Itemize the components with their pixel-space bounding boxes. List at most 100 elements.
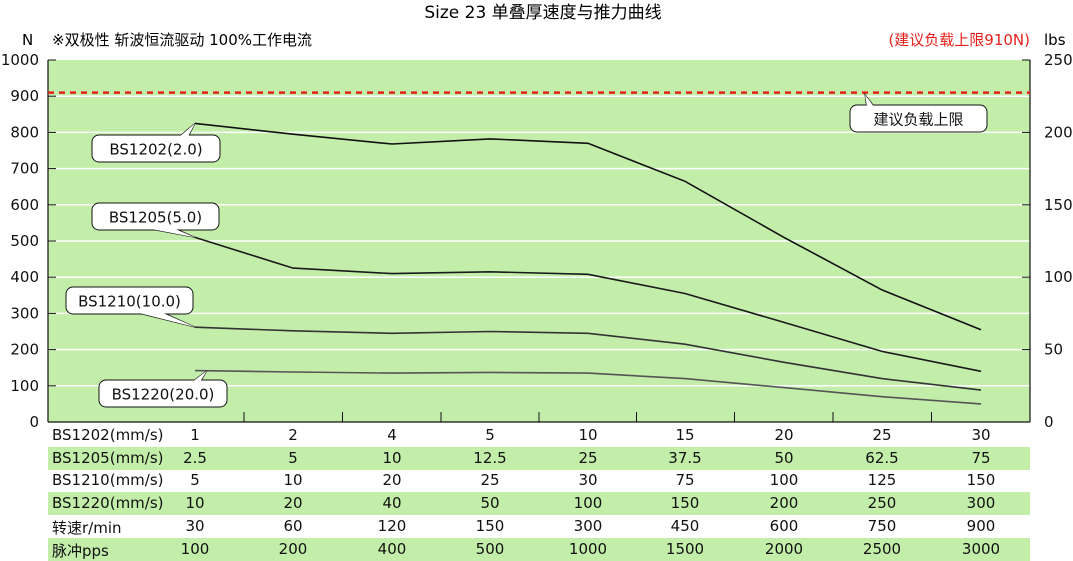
table-cell: 62.5 (865, 448, 899, 467)
table-cell: 25 (872, 426, 892, 444)
table-cell: 600 (769, 516, 799, 535)
table-row: 转速r/min 30 60 120 150 300 450 600 750 900 (48, 515, 1030, 538)
table-cell: 60 (283, 516, 303, 535)
table-cell: 25 (578, 448, 598, 467)
table-cell: 5 (288, 448, 298, 467)
table-cell: 300 (573, 516, 603, 535)
table-row: BS1210(mm/s) 5 10 20 25 30 75 100 125 150 (48, 469, 1030, 492)
table-cell: 30 (971, 426, 991, 444)
y-tick-label-right: 100 (1044, 268, 1073, 286)
table-row: BS1220(mm/s) 10 20 40 50 100 150 200 250 300 (48, 492, 1030, 516)
table-row: BS1205(mm/s) 2.5 5 10 12.5 25 37.5 50 62.5 75 (48, 446, 1030, 470)
y-tick-label-left: 800 (10, 123, 39, 141)
table-cell: 2000 (764, 539, 804, 558)
y-tick-label-right: 50 (1044, 341, 1063, 359)
table-row: 脉冲pps 100 200 400 500 1000 1500 2000 2500 3000 (48, 537, 1030, 561)
y-tick-label-left: 700 (10, 160, 39, 178)
series-callout-0-label: BS1202(2.0) (109, 141, 202, 159)
table-row: BS1202(mm/s) 1 2 4 5 10 15 20 25 30 (48, 424, 1030, 447)
table-cell: 20 (382, 471, 402, 490)
table-row-label: BS1205(mm/s) (52, 448, 164, 467)
table-cell: 1 (190, 426, 200, 444)
table-cell: 450 (670, 516, 700, 535)
table-cell: 150 (670, 494, 700, 513)
y-axis-left-label: N (22, 31, 33, 49)
y-tick-label-left: 1000 (1, 51, 39, 69)
y-tick-label-right: 150 (1044, 196, 1073, 214)
table-cell: 2.5 (183, 448, 207, 467)
limit-callout-pointer-fill (865, 94, 892, 131)
table-cell: 10 (578, 426, 598, 444)
series-line-2 (194, 326, 982, 391)
table-cell: 1500 (665, 539, 705, 558)
series-line-1 (194, 236, 982, 373)
y-tick-label-left: 500 (10, 232, 39, 250)
table-cell: 150 (966, 471, 996, 490)
series-callout-0-box (91, 134, 221, 163)
series-callout-3-label: BS1220(20.0) (112, 386, 215, 404)
table-cell: 2500 (862, 539, 902, 558)
series-callout-2-label: BS1210(10.0) (78, 293, 181, 311)
series-callout-3-pointer-fill (161, 370, 207, 406)
table-cell: 4 (387, 426, 397, 444)
table-cell: 30 (185, 516, 205, 535)
table-cell: 10 (185, 494, 205, 513)
series-callout-1-box (91, 202, 220, 231)
series-callout-1-pointer-fill (151, 229, 195, 238)
y-tick-label-right: 250 (1044, 51, 1073, 69)
y-tick-label-right: 0 (1044, 413, 1054, 430)
table-row-label: BS1210(mm/s) (52, 471, 164, 490)
table-cell: 10 (283, 471, 303, 490)
table-row-label: BS1220(mm/s) (52, 494, 164, 513)
table-cell: 20 (283, 494, 303, 513)
limit-callout-label: 建议负载上限 (873, 111, 963, 129)
table-cell: 3000 (961, 539, 1001, 558)
table-cell: 120 (377, 516, 407, 535)
table-row-label: 转速r/min (52, 518, 122, 537)
y-tick-label-left: 900 (10, 87, 39, 105)
table-cell: 15 (675, 426, 695, 444)
table-cell: 50 (774, 448, 794, 467)
table-cell: 300 (966, 494, 996, 513)
y-tick-label-left: 0 (29, 413, 39, 430)
y-tick-label-left: 200 (10, 341, 39, 359)
y-axis-right-label: lbs (1044, 31, 1066, 49)
chart-subtitle: ※双极性 斩波恒流驱动 100%工作电流 (52, 31, 312, 49)
series-line-3 (194, 369, 982, 405)
series-callout-0-pointer-fill (151, 123, 195, 161)
table-cell: 100 (769, 471, 799, 490)
table-cell: 750 (867, 516, 897, 535)
table-row-label: BS1202(mm/s) (52, 426, 164, 444)
y-tick-label-left: 600 (10, 196, 39, 214)
table-cell: 20 (774, 426, 794, 444)
table-cell: 25 (480, 471, 500, 490)
series-line-0 (194, 122, 982, 331)
table-cell: 75 (971, 448, 991, 467)
series-callout-1-label: BS1205(5.0) (109, 209, 202, 227)
table-cell: 125 (867, 471, 897, 490)
table-cell: 40 (382, 494, 402, 513)
thrust-speed-chart: Size 23 单叠厚速度与推力曲线 N ※双极性 斩波恒流驱动 100%工作电… (1, 3, 1073, 430)
table-cell: 1000 (568, 539, 608, 558)
y-tick-label-left: 400 (10, 268, 39, 286)
table-row-label: 脉冲pps (52, 541, 109, 560)
table-cell: 100 (180, 539, 210, 558)
table-cell: 10 (382, 448, 402, 467)
table-cell: 500 (475, 539, 505, 558)
series-callout-2-box (65, 286, 194, 315)
table-cell: 2 (288, 426, 298, 444)
table-cell: 37.5 (668, 448, 702, 467)
table-cell: 75 (675, 471, 695, 490)
table-cell: 5 (485, 426, 495, 444)
table-cell: 150 (475, 516, 505, 535)
table-cell: 12.5 (473, 448, 507, 467)
table-cell: 200 (278, 539, 308, 558)
series-callout-2-pointer-fill (139, 313, 195, 328)
table-cell: 100 (573, 494, 603, 513)
y-tick-label-left: 100 (10, 377, 39, 395)
table-cell: 400 (377, 539, 407, 558)
table-cell: 50 (480, 494, 500, 513)
chart-title: Size 23 单叠厚速度与推力曲线 (424, 3, 661, 23)
y-tick-label-right: 200 (1044, 123, 1073, 141)
y-tick-label-left: 300 (10, 304, 39, 322)
